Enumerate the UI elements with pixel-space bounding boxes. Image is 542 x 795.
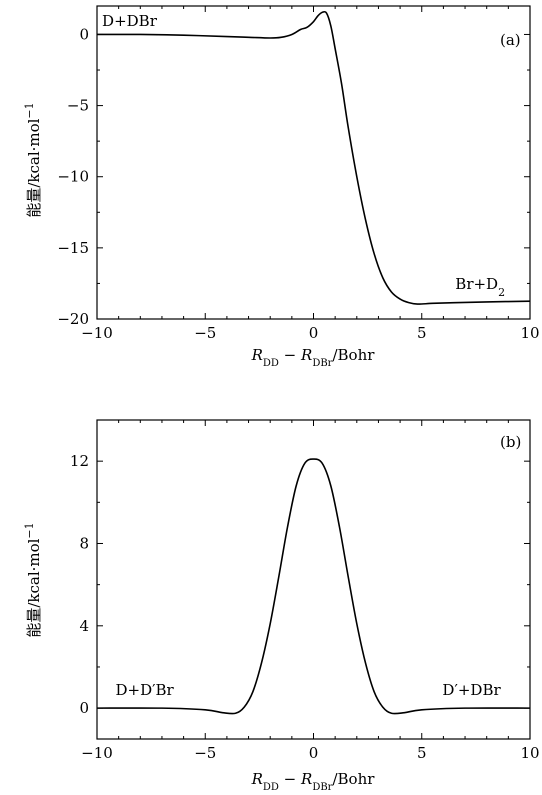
panel-a-xticks: −10 −5 0 5 10 xyxy=(81,6,540,342)
x-tick-label: 0 xyxy=(309,744,319,762)
panel-a: −10 −5 0 5 10 −20 −15 −10 −5 0 (a) D+DBr Br+D2 能… xyxy=(23,5,540,369)
x-tick-label: 5 xyxy=(417,744,427,762)
panel-a-y-axis-title: 能量/kcal·mol−1 xyxy=(23,102,44,217)
x-tick-label: −10 xyxy=(81,324,113,342)
y-tick-label: −5 xyxy=(67,97,89,115)
panel-a-series-line xyxy=(96,10,531,305)
panel-b-xticks: −10 −5 0 5 10 xyxy=(81,420,540,762)
x-tick-label: −10 xyxy=(81,744,113,762)
panel-a-frame xyxy=(96,5,531,320)
panel-b-yticks: 0 4 8 12 xyxy=(70,452,530,717)
panel-b-annotation-left: D+D′Br xyxy=(116,681,175,699)
x-tick-label: 0 xyxy=(309,324,319,342)
panel-b-label: (b) xyxy=(500,433,521,451)
y-tick-label: −15 xyxy=(57,239,89,257)
panel-b-series-line xyxy=(96,458,531,715)
panel-a-annotation-reactants: D+DBr xyxy=(102,12,158,30)
panel-b-y-axis-title: 能量/kcal·mol−1 xyxy=(23,522,44,637)
y-tick-label: 0 xyxy=(79,699,89,717)
panel-b-x-axis-title: RDD − RDBr/Bohr xyxy=(251,770,376,793)
y-tick-label: 12 xyxy=(70,452,89,470)
annotation-br-plus: Br+D xyxy=(455,275,498,293)
y-tick-label: −10 xyxy=(57,168,89,186)
y-tick-label: −20 xyxy=(57,310,89,328)
x-tick-label: −5 xyxy=(194,744,216,762)
x-tick-label: 5 xyxy=(417,324,427,342)
panel-a-annotation-products: Br+D2 xyxy=(455,275,505,299)
panel-b-annotation-right: D′+DBr xyxy=(442,681,501,699)
y-tick-label: 4 xyxy=(79,617,89,635)
y-tick-label: 0 xyxy=(79,25,89,43)
x-tick-label: −5 xyxy=(194,324,216,342)
annotation-subscript-2: 2 xyxy=(498,286,505,299)
x-tick-label: 10 xyxy=(520,744,539,762)
x-tick-label: 10 xyxy=(520,324,539,342)
panel-b: −10 −5 0 5 10 0 4 8 12 (b) D+D′Br D′+DBr 能量/kca… xyxy=(23,419,540,793)
panel-a-yticks: −20 −15 −10 −5 0 xyxy=(57,25,530,328)
panel-a-x-axis-title: RDD − RDBr/Bohr xyxy=(251,346,376,369)
panel-a-label: (a) xyxy=(500,31,521,49)
y-tick-label: 8 xyxy=(79,534,89,552)
